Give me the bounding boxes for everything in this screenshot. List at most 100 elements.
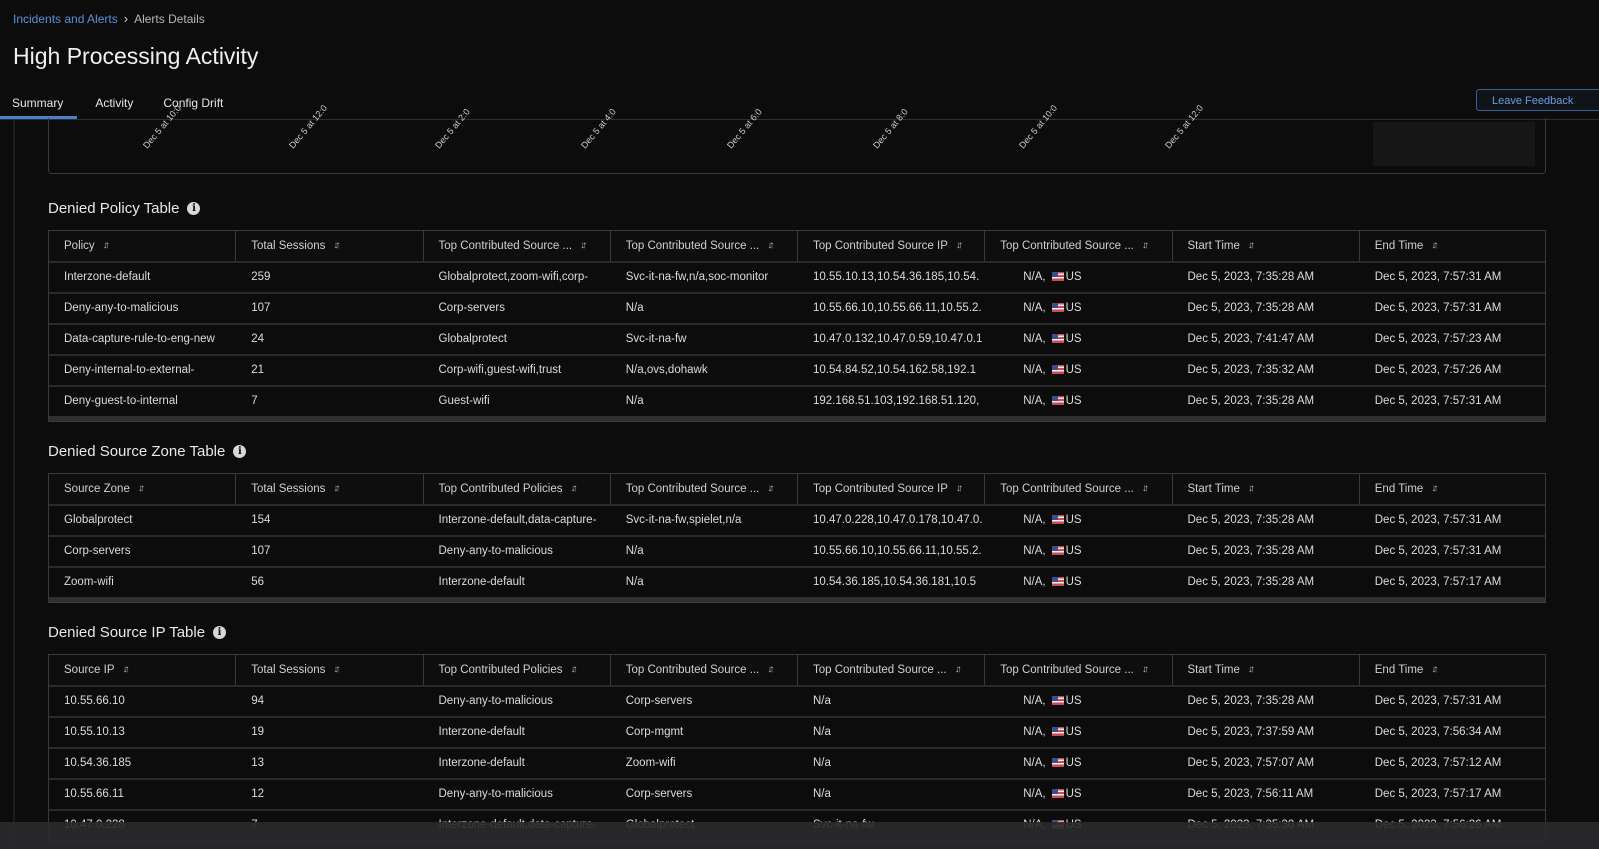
column-header[interactable]: Total Sessions ↓↑ — [236, 231, 424, 261]
table-row[interactable]: 10.55.10.13 19 Interzone-default Corp-mgmt N… — [49, 716, 1545, 747]
column-header[interactable]: Top Contributed Source IP ↓↑ — [798, 231, 986, 261]
table-cell: Dec 5, 2023, 7:35:28 AM — [1187, 395, 1315, 407]
table-row[interactable]: Deny-any-to-malicious 107 Corp-servers N/a 1… — [49, 292, 1545, 323]
table-row[interactable]: Data-capture-rule-to-eng-new 24 Globalprot… — [49, 323, 1545, 354]
tab-activity[interactable]: Activity — [95, 96, 134, 110]
location-text: N/A, — [1023, 271, 1046, 283]
x-axis-tick-label: Dec 5 at 4:0 — [579, 106, 618, 151]
table-row[interactable]: Deny-internal-to-external- 21 Corp-wifi,gu… — [49, 354, 1545, 385]
column-header[interactable]: Start Time ↓↑ — [1173, 231, 1360, 261]
table-cell: Deny-any-to-malicious — [438, 545, 553, 557]
column-header[interactable]: End Time ↓↑ — [1360, 231, 1545, 261]
table-cell: 10.54.36.185,10.54.36.181,10.5 — [813, 576, 977, 588]
column-header[interactable]: Total Sessions ↓↑ — [236, 474, 424, 504]
sort-icon[interactable]: ↓↑ — [102, 240, 110, 251]
sort-icon[interactable]: ↓↑ — [333, 664, 340, 675]
column-header[interactable]: Top Contributed Policies ↓↑ — [424, 474, 611, 504]
table-cell: Corp-servers — [625, 695, 693, 707]
table-cell: 10.55.66.11 — [64, 788, 124, 800]
column-header-label: Top Contributed Source ... — [438, 240, 573, 252]
column-header[interactable]: Top Contributed Source ... ↓↑ — [985, 231, 1173, 261]
sort-icon[interactable]: ↓↑ — [767, 240, 774, 251]
sort-icon[interactable]: ↓↑ — [1141, 240, 1149, 251]
country-code: US — [1065, 545, 1082, 557]
column-header[interactable]: Source IP ↓↑ — [49, 655, 237, 685]
sort-icon[interactable]: ↓↑ — [122, 664, 130, 675]
table-row[interactable]: Interzone-default 259 Globalprotect,zoom-w… — [49, 261, 1545, 292]
sort-icon[interactable]: ↓↑ — [1141, 483, 1149, 494]
column-header[interactable]: Policy ↓↑ — [49, 231, 237, 261]
column-header[interactable]: Top Contributed Source ... ↓↑ — [611, 231, 798, 261]
column-header[interactable]: End Time ↓↑ — [1360, 655, 1545, 685]
sort-icon[interactable]: ↓↑ — [137, 483, 145, 494]
table-cell: Svc-it-na-fw,spielet,n/a — [625, 514, 742, 526]
breadcrumb-link-incidents[interactable]: Incidents and Alerts — [13, 11, 118, 26]
table-cell: Dec 5, 2023, 7:35:28 AM — [1187, 576, 1315, 588]
column-header-label: Top Contributed Source ... — [625, 240, 760, 252]
tab-summary[interactable]: Summary — [0, 93, 78, 119]
table-row[interactable]: Deny-guest-to-internal 7 Guest-wifi N/a 192.… — [49, 385, 1545, 416]
column-header[interactable]: Start Time ↓↑ — [1173, 474, 1360, 504]
country-code: US — [1065, 271, 1082, 283]
table-row[interactable]: Zoom-wifi 56 Interzone-default N/a 10.54.36.… — [49, 566, 1545, 597]
sort-icon[interactable]: ↓↑ — [1247, 240, 1255, 251]
data-table: Policy ↓↑ Total Sessions ↓↑ Top Contributed … — [48, 230, 1546, 422]
info-icon[interactable]: i — [233, 445, 247, 458]
table-cell: Corp-servers — [438, 302, 505, 314]
table-row[interactable]: Globalprotect 154 Interzone-default,data-c… — [49, 504, 1545, 535]
sort-icon[interactable]: ↓↑ — [767, 483, 774, 494]
sort-icon[interactable]: ↓↑ — [570, 483, 578, 494]
us-flag-icon — [1051, 727, 1064, 736]
sort-icon[interactable]: ↓↑ — [955, 240, 963, 251]
section-title-text: Denied Source IP Table — [48, 624, 206, 641]
sort-icon[interactable]: ↓↑ — [1431, 483, 1438, 494]
table-cell: Zoom-wifi — [64, 576, 114, 588]
horizontal-scrollbar[interactable] — [49, 416, 1545, 421]
info-icon[interactable]: i — [187, 202, 201, 215]
column-header[interactable]: Top Contributed Source ... ↓↑ — [611, 474, 798, 504]
us-flag-icon — [1051, 365, 1064, 374]
sort-icon[interactable]: ↓↑ — [955, 483, 963, 494]
horizontal-scrollbar[interactable] — [49, 597, 1545, 602]
tab-config-drift[interactable]: Config Drift — [163, 96, 224, 110]
table-cell: 94 — [251, 695, 265, 707]
table-cell: Dec 5, 2023, 7:57:17 AM — [1374, 788, 1502, 800]
column-header[interactable]: Top Contributed Source ... ↓↑ — [798, 655, 986, 685]
info-icon[interactable]: i — [213, 626, 227, 639]
column-header[interactable]: Start Time ↓↑ — [1173, 655, 1360, 685]
table-row[interactable]: 10.55.66.11 12 Deny-any-to-malicious Corp-s… — [49, 778, 1545, 809]
column-header[interactable]: Source Zone ↓↑ — [49, 474, 237, 504]
column-header[interactable]: Top Contributed Source ... ↓↑ — [985, 655, 1173, 685]
sort-icon[interactable]: ↓↑ — [1141, 664, 1149, 675]
sort-icon[interactable]: ↓↑ — [333, 483, 340, 494]
sort-icon[interactable]: ↓↑ — [1247, 664, 1255, 675]
table-cell: Dec 5, 2023, 7:56:34 AM — [1374, 726, 1502, 738]
table-row[interactable]: 10.55.66.10 94 Deny-any-to-malicious Corp-s… — [49, 685, 1545, 716]
sort-icon[interactable]: ↓↑ — [570, 664, 578, 675]
sort-icon[interactable]: ↓↑ — [954, 664, 962, 675]
table-cell: Zoom-wifi — [625, 757, 676, 769]
country-code: US — [1065, 576, 1082, 588]
table-cell: 107 — [251, 545, 271, 557]
sort-icon[interactable]: ↓↑ — [333, 240, 340, 251]
table-cell: Interzone-default — [438, 726, 525, 738]
column-header[interactable]: End Time ↓↑ — [1360, 474, 1545, 504]
column-header[interactable]: Top Contributed Policies ↓↑ — [424, 655, 611, 685]
leave-feedback-button[interactable]: Leave Feedback — [1476, 89, 1599, 111]
sort-icon[interactable]: ↓↑ — [1431, 240, 1438, 251]
column-header[interactable]: Total Sessions ↓↑ — [236, 655, 424, 685]
column-header[interactable]: Top Contributed Source ... ↓↑ — [985, 474, 1173, 504]
column-header[interactable]: Top Contributed Source ... ↓↑ — [424, 231, 611, 261]
column-header[interactable]: Top Contributed Source ... ↓↑ — [611, 655, 798, 685]
table-row[interactable]: Corp-servers 107 Deny-any-to-malicious N/a 1… — [49, 535, 1545, 566]
column-header[interactable]: Top Contributed Source IP ↓↑ — [798, 474, 986, 504]
table-cell: Corp-mgmt — [625, 726, 684, 738]
table-row[interactable]: 10.54.36.185 13 Interzone-default Zoom-wifi… — [49, 747, 1545, 778]
sort-icon[interactable]: ↓↑ — [1431, 664, 1438, 675]
x-axis-tick-label: Dec 5 at 6:0 — [725, 106, 764, 151]
sort-icon[interactable]: ↓↑ — [767, 664, 774, 675]
sort-icon[interactable]: ↓↑ — [580, 240, 587, 251]
country-code: US — [1065, 757, 1082, 769]
x-axis-tick-label: Dec 5 at 12:0 — [287, 102, 330, 151]
sort-icon[interactable]: ↓↑ — [1247, 483, 1255, 494]
